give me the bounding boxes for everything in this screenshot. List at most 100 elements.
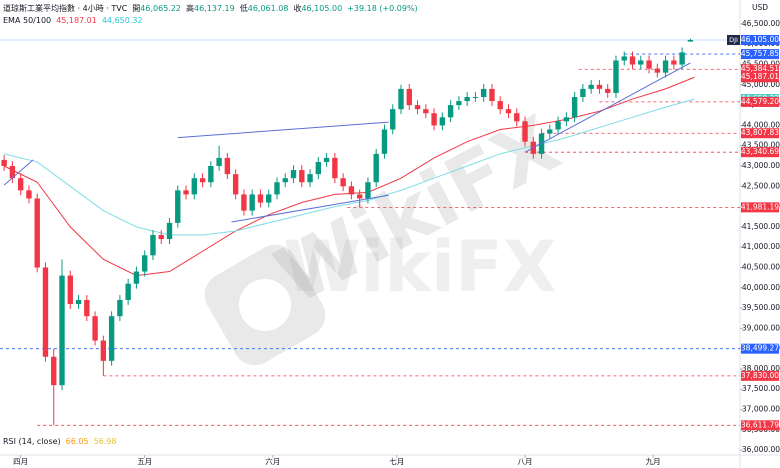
candle-body xyxy=(414,105,421,110)
y-tick-label: 43,500.00 xyxy=(742,141,780,150)
candle-body xyxy=(323,157,330,162)
trendline xyxy=(3,159,34,186)
ohlc-label: 收 xyxy=(293,3,301,13)
candle-body xyxy=(497,101,503,110)
candle-body xyxy=(142,255,148,272)
candle-body xyxy=(232,174,239,195)
price-label: 45,187.01 xyxy=(741,72,779,81)
price-label: 37,830.00 xyxy=(741,371,779,380)
candle-body xyxy=(456,101,462,106)
price-label-box xyxy=(741,64,779,75)
candle-body xyxy=(356,194,363,199)
ohlc-label: 高 xyxy=(186,3,194,13)
candle-body xyxy=(646,60,652,69)
price-label: 45,757.85 xyxy=(741,49,779,58)
rsi-legend: RSI (14, close) 66.05 56.98 xyxy=(3,437,116,446)
candle-body xyxy=(505,109,512,114)
candle-body xyxy=(282,178,288,183)
candle-body xyxy=(662,60,669,73)
price-label-box xyxy=(741,72,779,83)
x-tick-label: 六月 xyxy=(265,456,280,466)
candle-body xyxy=(100,340,107,361)
candle-body xyxy=(290,170,297,179)
candle-body xyxy=(447,105,454,118)
candle-body xyxy=(42,267,49,357)
candle-body xyxy=(629,56,636,65)
candle-body xyxy=(481,88,487,98)
candle-body xyxy=(605,88,611,93)
candle-body xyxy=(571,97,578,118)
candle-body xyxy=(332,157,338,179)
currency: USD xyxy=(752,3,768,12)
candle-body xyxy=(150,235,156,256)
candle-body xyxy=(84,299,90,317)
y-tick-label: 43,000.00 xyxy=(742,161,780,170)
y-tick-label: 39,000.00 xyxy=(742,323,780,332)
candle-body xyxy=(563,117,570,122)
ohlc-value: 46,065.22 xyxy=(140,4,181,13)
candle-body xyxy=(472,97,479,99)
candle-body xyxy=(613,60,619,93)
candle-body xyxy=(175,190,181,223)
price-label: 46,105.00 xyxy=(741,35,779,44)
candle-body xyxy=(9,166,16,179)
candle-body xyxy=(621,56,627,61)
y-tick-label: 42,500.00 xyxy=(742,181,780,190)
price-label-box xyxy=(741,49,779,60)
price-label-box xyxy=(741,370,779,381)
candle-body xyxy=(431,113,437,126)
symbol: 道琼斯工業平均指數 · 4小時 · TVC xyxy=(3,3,128,13)
y-tick-label: 44,000.00 xyxy=(742,120,780,129)
candle-body xyxy=(216,157,222,167)
rsi_legend-label: RSI (14, close) xyxy=(3,437,61,446)
price-label-box xyxy=(741,420,779,431)
candle-body xyxy=(26,190,32,199)
candle-body xyxy=(1,159,7,167)
candle-body xyxy=(348,186,355,195)
candle-body xyxy=(679,52,685,65)
price-label-box xyxy=(741,34,779,45)
candle-body xyxy=(654,68,661,73)
candle-body xyxy=(464,97,470,102)
price-label-box xyxy=(741,128,779,139)
price-label-box xyxy=(741,202,779,213)
candle-body xyxy=(133,271,140,284)
ohlc-value: 46,105.00 xyxy=(301,4,342,13)
price-axis: 36,000.0036,500.0037,000.0037,500.0038,0… xyxy=(727,19,780,454)
candle-body xyxy=(638,60,644,65)
candle-body xyxy=(381,129,388,154)
price-label: 38,499.27 xyxy=(741,344,779,353)
y-tick-label: 40,000.00 xyxy=(742,283,780,292)
candle-body xyxy=(158,235,164,240)
candle-body xyxy=(274,182,280,195)
candle-body xyxy=(299,170,305,183)
candle-body xyxy=(34,198,40,268)
candle-body xyxy=(365,182,371,199)
candle-body xyxy=(588,84,594,89)
price-label: 41,981.19 xyxy=(741,202,779,211)
candle-body xyxy=(398,88,404,110)
candle-body xyxy=(340,178,346,187)
ema_legend-value: 45,187.01 xyxy=(56,16,97,25)
y-tick-label: 37,500.00 xyxy=(742,384,780,393)
candle-body xyxy=(671,60,677,65)
candle-body xyxy=(373,153,379,183)
y-tick-label: 39,500.00 xyxy=(742,303,780,312)
watermark: WikiFX xyxy=(283,226,557,308)
y-tick-label: 41,500.00 xyxy=(742,222,780,231)
candle-body xyxy=(108,316,115,361)
candle-body xyxy=(687,39,694,42)
x-tick-label: 五月 xyxy=(137,457,152,466)
symbol-tag-box xyxy=(727,34,740,45)
candle-body xyxy=(17,178,24,191)
y-tick-label: 36,000.00 xyxy=(742,445,780,454)
ema-line xyxy=(4,98,695,236)
x-tick-label: 八月 xyxy=(518,457,533,466)
candle-body xyxy=(266,194,272,203)
x-tick-label: 九月 xyxy=(646,457,661,466)
y-tick-label: 45,000.00 xyxy=(742,80,780,89)
candle-body xyxy=(555,121,561,130)
candle-body xyxy=(241,194,247,211)
